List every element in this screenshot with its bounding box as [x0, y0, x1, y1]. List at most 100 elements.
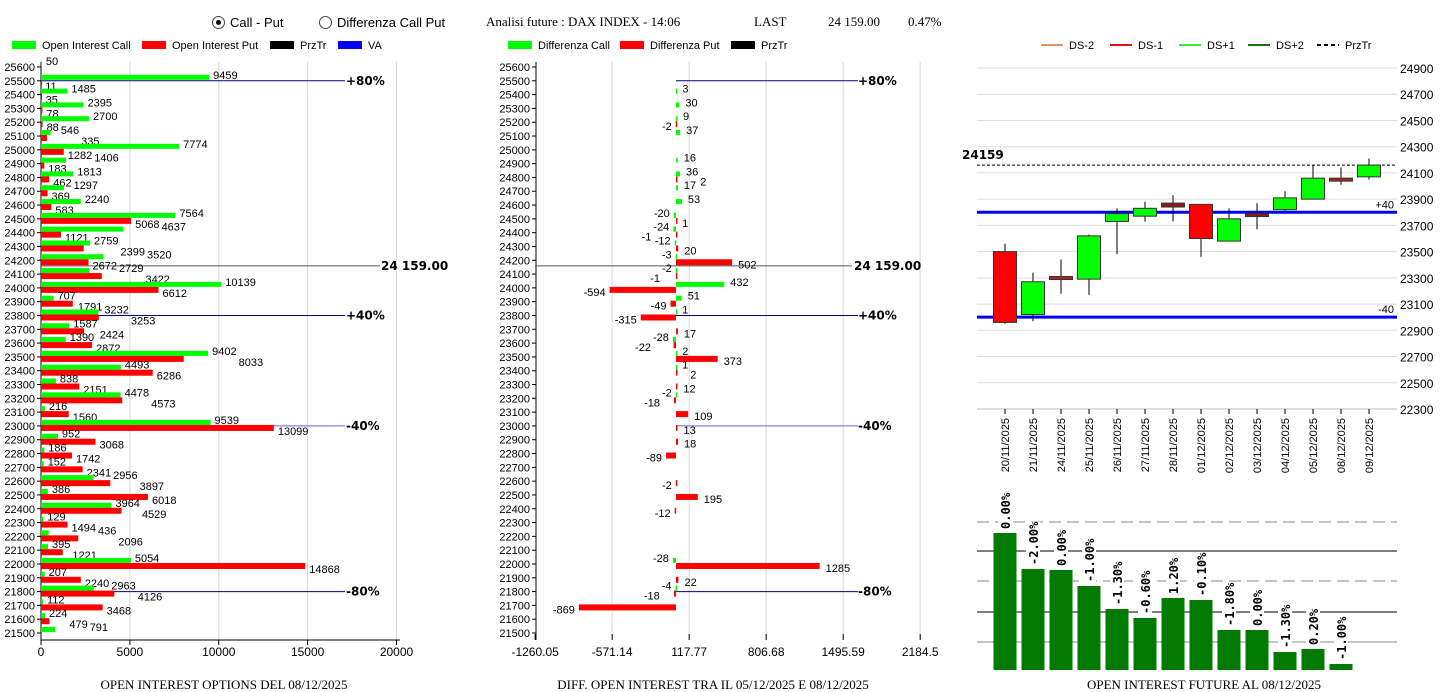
y-tick-label: 22300	[1400, 403, 1434, 417]
put-oi-bar	[41, 521, 68, 528]
put-oi-bar	[41, 245, 84, 252]
diff-put-bar	[666, 452, 676, 459]
call-oi-label: 386	[52, 484, 70, 496]
date-label: 20/11/2025	[1000, 418, 1012, 472]
put-oi-label: 4573	[151, 398, 175, 410]
candle-up	[1245, 213, 1269, 218]
x-tick-label: 5000	[117, 645, 144, 659]
diff-call-label: -24	[653, 222, 669, 234]
legend-swatch	[12, 41, 36, 49]
radio-label: Differenza Call Put	[337, 15, 446, 30]
diff-put-label: -2	[662, 480, 672, 492]
call-oi-bar	[41, 88, 68, 94]
va-label: -40	[1378, 304, 1394, 316]
label-background	[1194, 552, 1208, 598]
ref-line-label: -80%	[346, 585, 380, 599]
call-oi-label: 186	[48, 443, 66, 455]
y-tick-label: 23700	[499, 324, 530, 336]
y-tick-label: 24700	[1400, 88, 1434, 102]
date-label: 27/11/2025	[1140, 418, 1152, 472]
oi-change-label: 0.00%	[1251, 589, 1265, 626]
diff-put-bar	[673, 397, 676, 404]
call-oi-bar	[41, 185, 65, 191]
call-oi-label: 224	[49, 608, 67, 620]
put-oi-bar	[41, 590, 115, 597]
diff-call-label: -28	[653, 332, 669, 344]
call-oi-bar	[41, 544, 49, 550]
put-oi-label: 2399	[121, 246, 145, 258]
radio-differenza[interactable]: Differenza Call Put	[319, 15, 445, 30]
put-oi-bar	[41, 369, 153, 376]
call-oi-bar	[41, 406, 45, 412]
put-oi-label: 2672	[92, 260, 116, 272]
call-oi-bar	[41, 143, 180, 149]
diff-call-bar	[675, 254, 678, 260]
label-background	[1082, 538, 1096, 584]
diff-call-bar	[672, 337, 676, 343]
y-tick-label: 24500	[499, 214, 530, 226]
call-oi-bar	[41, 240, 91, 246]
oi-change-label: -0.10%	[1195, 552, 1209, 596]
y-tick-label: 23000	[499, 421, 530, 433]
y-tick-label: 25400	[499, 90, 530, 102]
date-label: 05/12/2025	[1308, 418, 1320, 473]
diff-put-bar	[676, 369, 678, 376]
diff-put-bar	[676, 576, 679, 583]
diff-put-label: 20	[684, 245, 696, 257]
oi-change-label: 0.00%	[999, 492, 1013, 529]
y-tick-label: 24100	[1400, 167, 1434, 181]
diff-put-label: -49	[651, 301, 667, 313]
diff-call-label: 37	[686, 125, 698, 137]
ref-line-label: -80%	[858, 585, 892, 599]
y-tick-label: 23400	[499, 366, 530, 378]
candle-down	[1329, 177, 1353, 182]
diff-call-bar	[676, 102, 680, 108]
y-tick-label: 25100	[4, 131, 35, 143]
y-tick-label: 22100	[4, 545, 35, 557]
y-tick-label: 23300	[4, 380, 35, 392]
call-oi-label: 1297	[74, 180, 98, 192]
x-tick-label: 806.68	[748, 645, 785, 659]
put-oi-bar	[41, 411, 69, 418]
x-tick-label: 0	[38, 645, 45, 659]
put-oi-bar	[41, 480, 111, 487]
put-oi-bar	[41, 397, 123, 404]
legend-label: Differenza Put	[650, 40, 720, 52]
call-oi-bar	[41, 530, 49, 536]
call-oi-bar	[41, 350, 209, 356]
call-oi-bar	[41, 199, 81, 205]
y-tick-label: 23100	[499, 407, 530, 419]
diff-put-label: 18	[684, 439, 696, 451]
put-oi-label: 13099	[278, 426, 309, 438]
diff-call-bar	[675, 268, 678, 274]
call-oi-bar	[41, 419, 211, 425]
y-tick-label: 24800	[4, 172, 35, 184]
diff-put-label: 109	[694, 411, 712, 423]
date-label: 03/12/2025	[1252, 418, 1264, 473]
oi-future-bar	[1133, 618, 1157, 670]
diff-call-bar	[676, 199, 682, 205]
put-oi-bar	[41, 618, 50, 625]
chart-title: DIFF. OPEN INTEREST TRA IL 05/12/2025 E …	[557, 677, 868, 692]
call-oi-bar	[41, 130, 51, 136]
diff-call-label: 1	[682, 360, 688, 372]
put-oi-bar	[41, 562, 306, 569]
y-tick-label: 23500	[1400, 246, 1434, 260]
call-oi-bar	[41, 61, 42, 66]
y-tick-label: 22800	[4, 449, 35, 461]
call-oi-label: 7564	[179, 208, 203, 220]
diff-call-label: 30	[685, 97, 697, 109]
call-oi-bar	[41, 102, 84, 108]
call-oi-label: 3520	[147, 249, 171, 261]
label-background	[1278, 604, 1292, 650]
y-tick-label: 25000	[499, 145, 530, 157]
radio-call-put[interactable]: Call - Put	[212, 15, 283, 30]
y-tick-label: 22200	[499, 531, 530, 543]
label-background	[1334, 616, 1348, 662]
legend-label: Open Interest Put	[172, 40, 258, 52]
y-tick-label: 21800	[4, 587, 35, 599]
y-tick-label: 22500	[499, 490, 530, 502]
y-tick-label: 24900	[499, 159, 530, 171]
candle-down	[1189, 203, 1213, 239]
call-oi-bar	[41, 254, 104, 260]
